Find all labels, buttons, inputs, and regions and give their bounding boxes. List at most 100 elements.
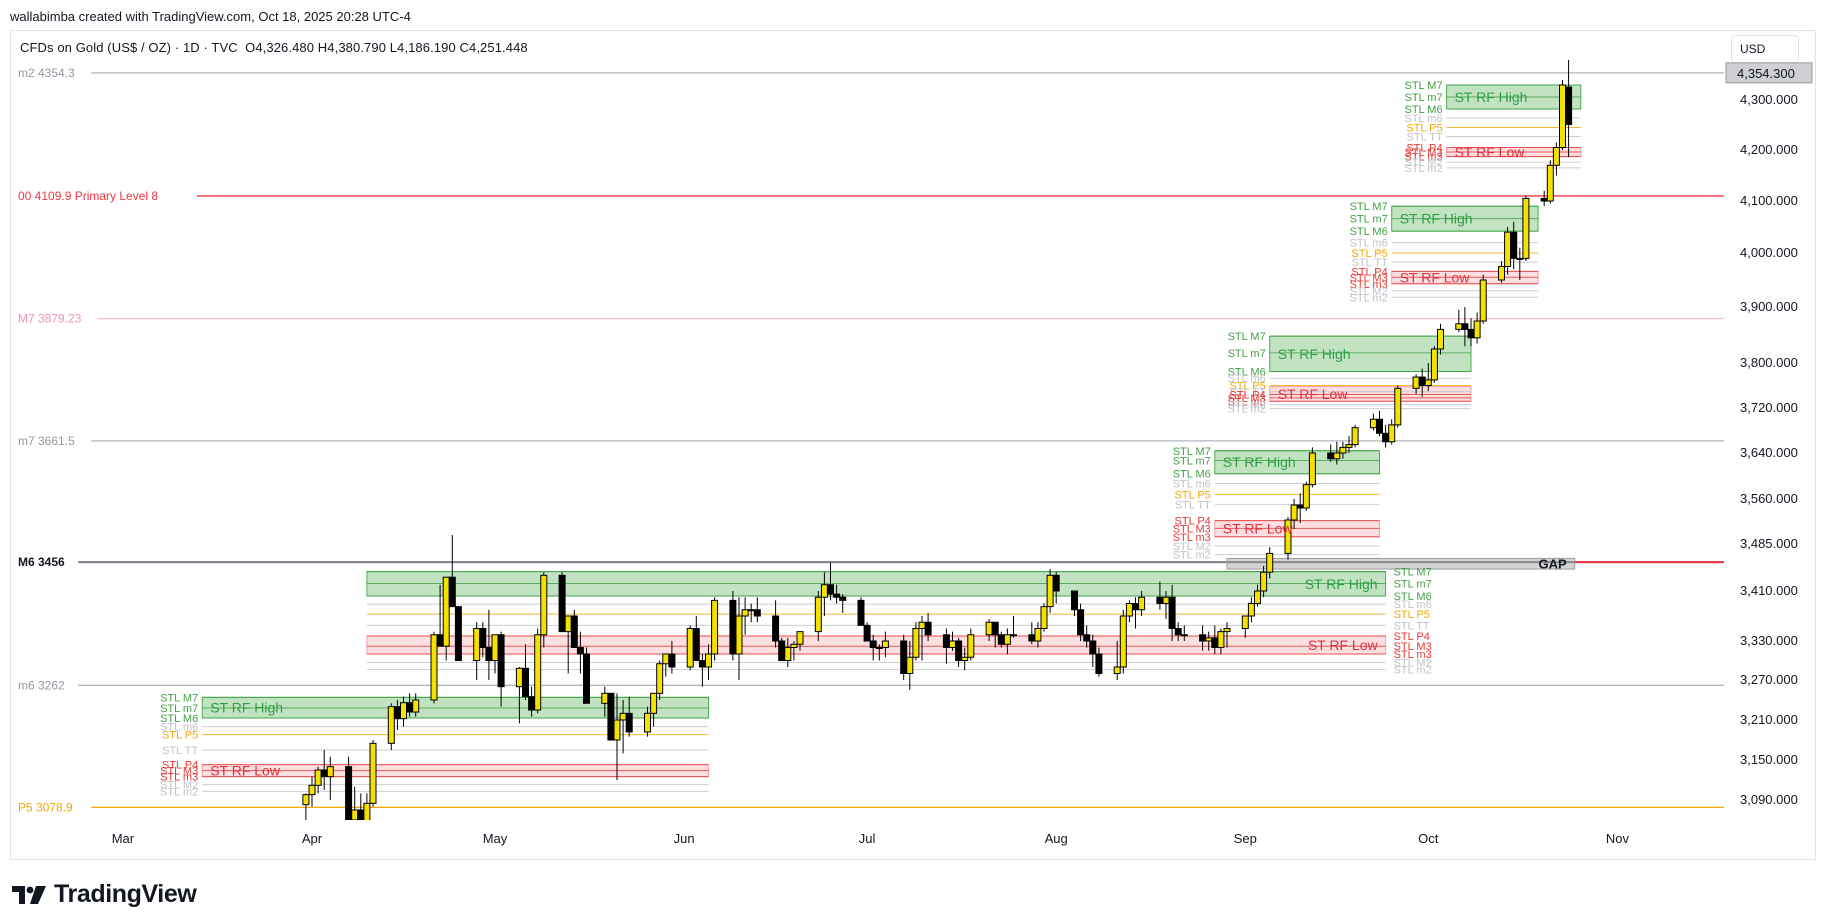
stl-label-0-6: STL P4 [162,760,198,772]
gap-label: GAP [1539,557,1568,572]
candle-body-148 [1559,84,1566,148]
candle-body-74 [924,621,932,636]
candle-body-82 [997,634,1005,645]
candle-body-85 [1028,634,1036,642]
candle-body-73 [918,621,926,629]
stl-label-5-5: STL TT [1407,132,1443,144]
candle-body-39 [625,712,633,733]
candle-body-128 [1388,424,1396,443]
price-tick-14: 3,150.000 [1740,752,1798,767]
time-tick-mar: Mar [112,831,135,846]
candle-body-52 [741,609,749,617]
candle-body-0 [302,794,310,806]
gap-box [1226,557,1576,570]
candle-body-20 [473,628,481,661]
symbol-name[interactable]: CFDs on Gold (US$ / OZ) · 1D · TVC [20,40,238,55]
candle-body-65 [857,599,865,626]
candle-body-70 [900,640,908,674]
stl-label-1-10: STL m2 [1394,665,1432,677]
stl-label-0-10: STL m2 [160,786,198,798]
stl-label-3-2: STL M6 [1228,366,1266,378]
stl-label-4-4: STL P5 [1351,248,1387,260]
candle-body-145 [1540,197,1548,202]
stl-label-2-1: STL m7 [1173,455,1211,467]
stl-label-3-1: STL m7 [1228,348,1266,360]
price-tick-13: 3,210.000 [1740,712,1798,727]
candle-body-136 [1461,323,1469,330]
stl-label-1-5: STL TT [1394,620,1430,632]
candle-body-72 [912,628,920,658]
price-tick-3: 4,000.000 [1740,245,1798,260]
time-tick-apr: Apr [302,831,323,846]
candle-body-134 [1437,328,1444,350]
candle-body-54 [753,609,761,617]
rf-high-label-5: ST RF High [1455,89,1528,105]
candle-body-80 [985,621,993,636]
candle-body-45 [686,628,694,668]
candle-body-31 [564,615,572,633]
candle-body-3 [320,769,328,778]
symbol-legend[interactable]: CFDs on Gold (US$ / OZ) · 1D · TVC O4,32… [20,40,528,55]
candle-body-77 [955,640,963,661]
candle-body-46 [692,628,700,661]
candle-body-116 [1290,504,1298,521]
candle-body-57 [784,647,792,661]
candle-body-25 [515,667,523,688]
candle-body-107 [1211,637,1219,648]
candle-body-139 [1479,279,1487,322]
stl-label-1-1: STL m7 [1394,578,1432,590]
stl-label-0-5: STL TT [162,745,198,757]
candle-body-6 [351,809,359,820]
rf-high-label-0: ST RF High [210,700,283,716]
level-label-5: m6 3262 [18,678,65,692]
candle-body-49 [711,599,719,655]
stl-label-3-9: STL M2 [1228,400,1266,412]
candle-body-29 [540,574,548,636]
candle-body-83 [1003,634,1011,645]
time-tick-may: May [483,831,508,846]
candle-body-5 [345,766,353,820]
candle-body-109 [1223,628,1231,633]
candle-body-17 [442,576,450,647]
stl-label-2-6: STL P4 [1175,516,1211,528]
candle-body-132 [1424,379,1432,386]
candle-body-98 [1132,603,1139,611]
candle-body-89 [1052,574,1060,592]
candle-body-127 [1382,432,1390,443]
rf-low-label-3: ST RF Low [1278,386,1349,402]
candle-body-47 [698,660,706,668]
stl-label-2-9: STL M2 [1173,541,1211,553]
stl-label-0-7: STL M3 [160,766,198,778]
candle-body-27 [528,696,536,711]
candle-body-133 [1430,348,1438,381]
stl-label-4-5: STL TT [1352,257,1388,269]
stl-label-1-6: STL P4 [1394,631,1430,643]
price-tick-7: 3,640.000 [1740,445,1798,460]
stl-label-5-7: STL M3 [1404,147,1442,159]
price-tick-4: 3,900.000 [1740,299,1798,314]
key-levels [78,72,1724,809]
price-tick-2: 4,100.000 [1740,193,1798,208]
candle-body-97 [1125,603,1133,617]
candle-body-96 [1119,615,1127,668]
candle-body-40 [644,712,651,733]
candle-body-7 [357,809,365,820]
rf-low-label-5: ST RF Low [1455,144,1526,160]
candle-body-51 [735,615,743,655]
candle-body-120 [1327,452,1335,460]
candle-body-35 [601,692,609,704]
stl-label-3-6: STL P4 [1229,390,1265,402]
stl-label-4-7: STL M3 [1350,272,1388,284]
candle-body-8 [363,802,371,820]
time-axis: Mar Apr May Jun Jul Aug Sep Oct Nov [112,831,1630,846]
last-price-badge [1725,62,1813,84]
stl-label-4-10: STL m2 [1350,292,1388,304]
tradingview-logo[interactable]: TradingView [12,880,197,909]
candle-body-4 [326,766,334,778]
candle-body-62 [827,584,834,595]
candle-body-55 [772,615,780,642]
candle-body-38 [619,712,627,721]
gap-zone: GAP [1226,557,1724,572]
stl-label-0-1: STL m7 [160,703,198,715]
